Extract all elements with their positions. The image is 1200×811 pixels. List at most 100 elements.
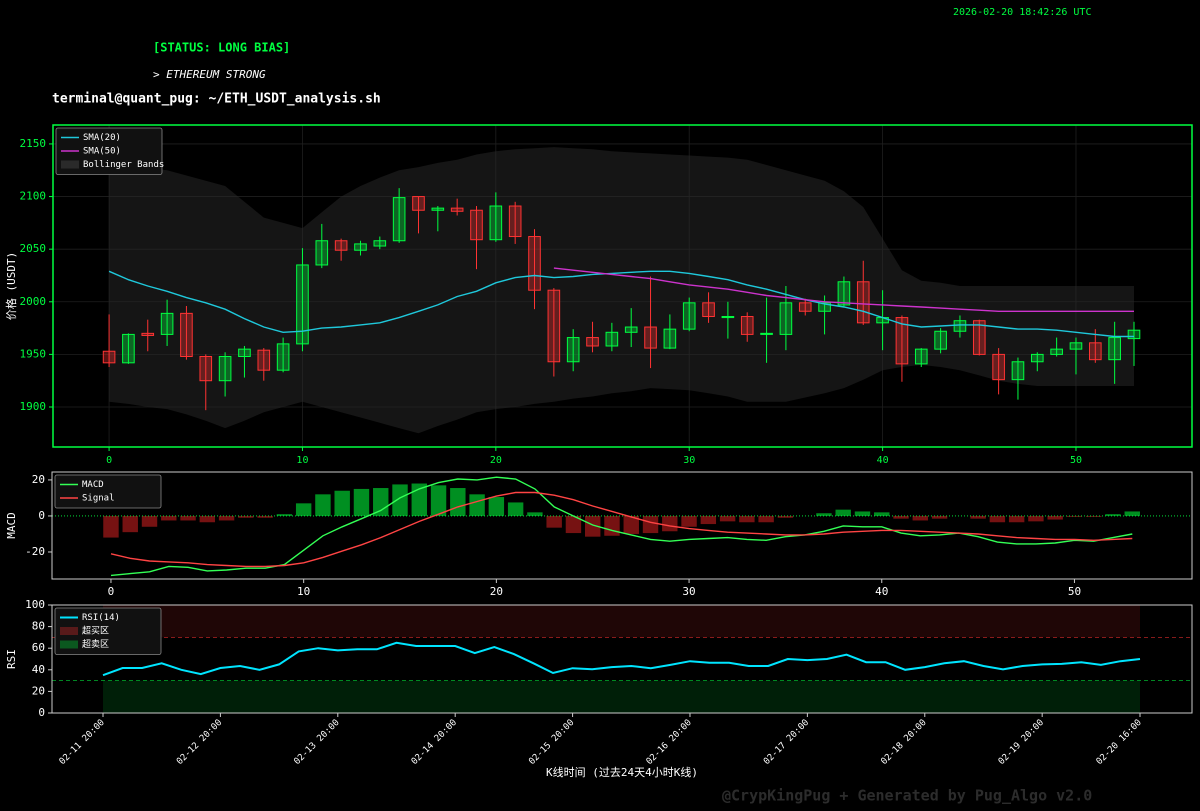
oversold-zone (103, 680, 1140, 713)
x-tick-label: 20 (490, 455, 502, 466)
y-tick-label: 40 (32, 663, 45, 676)
candle-body (470, 209, 483, 241)
legend-box (54, 607, 162, 655)
prompt: terminal@quant_pug: ~/ETH_USDT_analysis.… (52, 92, 381, 107)
histogram-bar (989, 515, 1006, 523)
histogram-bar (450, 488, 466, 516)
histogram-bar (854, 511, 871, 516)
histogram-bar (353, 488, 370, 516)
legend-label: SMA(50) (83, 147, 121, 157)
histogram-bar (373, 488, 389, 516)
legend-label: SMA(20) (83, 133, 121, 143)
y-axis-label: 价格 (USDT) (4, 252, 18, 320)
subtitle: > ETHEREUM STRONG (153, 68, 266, 81)
histogram-bar (161, 515, 177, 521)
legend: MACD Signal (54, 474, 162, 509)
x-tick-label: 0 (108, 585, 115, 598)
histogram-bar (835, 509, 851, 516)
legend-label: Signal (82, 494, 115, 504)
candle-body (818, 302, 831, 312)
y-tick-label: 2100 (20, 190, 47, 203)
candle-body (141, 332, 155, 336)
candle-body (644, 326, 657, 349)
candle-body (1089, 342, 1102, 361)
legend: SMA(20) SMA(50) Bollinger Bands (55, 127, 164, 175)
y-tick-label: 2050 (20, 242, 47, 255)
bollinger-band (109, 147, 1135, 434)
histogram-bar (238, 515, 254, 518)
candle-body (412, 196, 425, 211)
histogram-bar (604, 515, 620, 536)
plot-frame (51, 604, 1193, 714)
y-tick-label: 100 (25, 598, 45, 611)
histogram-bar (430, 485, 447, 516)
candle-body (257, 349, 271, 371)
legend-box (54, 474, 162, 509)
status: [STATUS: LONG BIAS] (153, 41, 290, 55)
rsi-line (102, 641, 1141, 677)
indicator-line (110, 491, 1133, 568)
candle-body (373, 240, 387, 247)
histogram-bar (642, 515, 659, 534)
candle-body (934, 330, 947, 350)
legend-swatch (60, 627, 78, 635)
histogram-bar (507, 502, 524, 516)
histogram-bar (295, 503, 312, 516)
histogram-bar (1124, 511, 1140, 516)
y-tick-label: 60 (32, 641, 45, 654)
histogram-bar (681, 515, 697, 527)
candle-body (953, 320, 967, 332)
histogram-bar (334, 490, 350, 516)
candle-body (914, 348, 928, 365)
candle-body (682, 302, 696, 330)
legend-swatch (60, 640, 78, 649)
candle-body (837, 281, 851, 306)
histogram-bar (585, 515, 601, 537)
x-tick-label: 30 (682, 585, 695, 598)
x-tick-label: 20 (490, 585, 503, 598)
y-axis-label: MACD (5, 512, 18, 539)
y-tick-label: 20 (32, 473, 45, 486)
candle-body (1069, 342, 1083, 350)
candle-body (624, 326, 638, 333)
histogram-bar (893, 515, 909, 519)
candle-body (450, 207, 464, 212)
x-tick-label: 40 (875, 585, 888, 598)
histogram-bar (758, 515, 774, 523)
histogram-bar (546, 515, 562, 528)
legend-label: MACD (82, 480, 104, 490)
histogram-bar (276, 514, 293, 516)
y-tick-label: -20 (25, 545, 45, 558)
candle-body (508, 205, 522, 238)
candle-body (431, 207, 445, 211)
plot-frame (51, 471, 1193, 580)
histogram-bar (662, 515, 678, 532)
histogram-bar (122, 515, 138, 533)
watermark: @CrypKingPug + Generated by Pug_Algo v2.… (722, 787, 1092, 805)
candle-body (354, 243, 367, 251)
candle-body (1030, 353, 1044, 363)
x-tick-label: 30 (683, 455, 695, 466)
legend-label: 超买区 (82, 625, 109, 637)
candle-body (992, 353, 1005, 381)
sma-line (108, 270, 1134, 338)
histogram-bar (1028, 515, 1044, 522)
candle-body (160, 312, 174, 335)
candle-body (1050, 348, 1063, 355)
histogram-bar (141, 515, 158, 527)
plot-frame (52, 124, 1193, 448)
candle-body (605, 331, 619, 347)
histogram-bar (931, 515, 948, 519)
y-axis-label: RSI (5, 649, 18, 669)
candle-body (1127, 329, 1141, 340)
x-tick-label: 0 (106, 455, 112, 466)
histogram-bar (103, 515, 119, 538)
candle-body (586, 337, 599, 347)
histogram-bar (180, 515, 196, 521)
histogram-bar (488, 497, 505, 516)
candle-body (276, 343, 290, 371)
histogram-bar (777, 515, 794, 518)
histogram-bar (912, 515, 929, 521)
legend-label: RSI(14) (82, 613, 120, 623)
